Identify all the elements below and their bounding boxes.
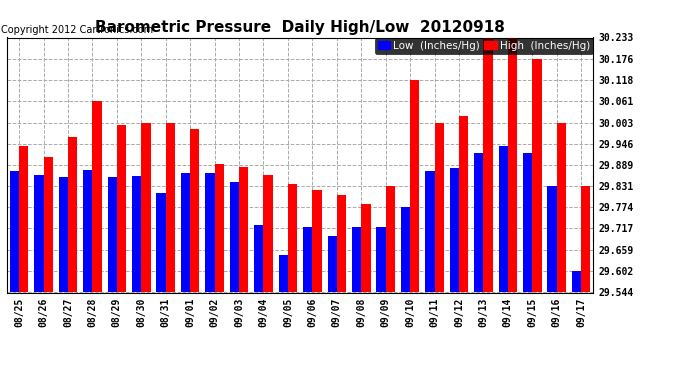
Bar: [303, 227, 313, 292]
Bar: [547, 186, 557, 292]
Bar: [474, 153, 484, 292]
Bar: [239, 166, 248, 292]
Bar: [435, 123, 444, 292]
Bar: [532, 58, 542, 292]
Title: Barometric Pressure  Daily High/Low  20120918: Barometric Pressure Daily High/Low 20120…: [95, 20, 505, 35]
Bar: [59, 177, 68, 292]
Bar: [425, 171, 435, 292]
Bar: [43, 157, 53, 292]
Bar: [279, 255, 288, 292]
Bar: [459, 116, 469, 292]
Bar: [328, 236, 337, 292]
Bar: [313, 190, 322, 292]
Bar: [181, 172, 190, 292]
Bar: [34, 175, 43, 292]
Bar: [157, 193, 166, 292]
Bar: [410, 80, 420, 292]
Bar: [108, 177, 117, 292]
Bar: [401, 207, 410, 292]
Bar: [362, 204, 371, 292]
Bar: [352, 227, 362, 292]
Bar: [68, 136, 77, 292]
Bar: [581, 186, 591, 292]
Bar: [254, 225, 264, 292]
Bar: [19, 146, 28, 292]
Bar: [499, 146, 508, 292]
Bar: [83, 170, 92, 292]
Legend: Low  (Inches/Hg), High  (Inches/Hg): Low (Inches/Hg), High (Inches/Hg): [375, 38, 593, 54]
Bar: [288, 184, 297, 292]
Bar: [215, 164, 224, 292]
Bar: [206, 172, 215, 292]
Bar: [450, 168, 459, 292]
Bar: [117, 125, 126, 292]
Bar: [523, 153, 532, 292]
Bar: [386, 186, 395, 292]
Bar: [337, 195, 346, 292]
Bar: [484, 38, 493, 292]
Bar: [190, 129, 199, 292]
Bar: [572, 272, 581, 292]
Bar: [557, 123, 566, 292]
Bar: [10, 171, 19, 292]
Bar: [264, 175, 273, 292]
Bar: [508, 38, 518, 292]
Bar: [230, 182, 239, 292]
Bar: [141, 123, 150, 292]
Bar: [377, 227, 386, 292]
Bar: [166, 123, 175, 292]
Bar: [132, 176, 141, 292]
Bar: [92, 101, 101, 292]
Text: Copyright 2012 Cartronics.com: Copyright 2012 Cartronics.com: [1, 25, 153, 35]
